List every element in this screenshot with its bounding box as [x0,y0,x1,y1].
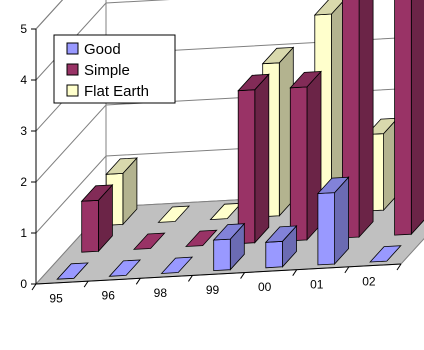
x-axis-ticks: 95 96 98 99 00 01 02 [31,263,402,306]
gridline [35,0,64,30]
bar-top [132,232,166,250]
x-tick-label: 02 [362,274,376,288]
bar-top [313,0,345,16]
bar-front [81,199,99,253]
bar-top [56,262,89,280]
bar [264,224,298,269]
x-tick-mark [396,263,402,271]
y-tick-label: 0 [20,277,27,291]
bar-side [410,0,424,236]
x-tick-label: 99 [206,283,220,297]
legend-swatch [66,84,79,97]
bar-front [213,238,231,272]
bar [108,259,142,277]
bar-top [160,256,194,274]
y-tick-label: 3 [20,124,27,138]
bar [212,222,246,272]
y-tick-label: 5 [20,22,27,36]
bar-top [316,176,350,194]
y-tick-label: 4 [20,73,27,87]
x-axis-line [35,263,402,285]
bars [56,0,424,280]
bar [160,256,194,274]
legend-swatch [66,42,79,55]
x-tick-mark [83,280,89,288]
bar [80,183,114,253]
x-tick-mark [292,269,298,276]
bar-top [105,157,138,175]
x-tick-mark [344,266,350,274]
bar-top [369,245,402,263]
bar-top [237,73,270,92]
bar-top [289,71,322,89]
bar [56,262,89,280]
bar [394,0,424,236]
x-tick-mark [31,283,37,291]
x-tick-mark [135,278,141,285]
bar [185,229,218,247]
bar-side [254,73,270,244]
bar-top [185,229,218,247]
bar-top [264,225,298,243]
bar-top [80,184,114,202]
bar-top [261,46,295,65]
x-tick-mark [240,272,245,279]
legend: Good Simple Flat Earth [53,34,176,104]
y-axis-ticks: 0 1 2 3 4 5 [20,22,37,291]
x-tick-label: 95 [49,292,63,306]
bar-front [237,89,256,245]
x-tick-label: 00 [258,280,272,294]
bar-front [289,86,308,242]
x-tick-mark [188,275,193,282]
y-tick-label: 1 [20,226,27,240]
legend-label: Simple [84,62,130,79]
bar [316,176,350,266]
x-tick-label: 98 [154,286,168,300]
x-tick-label: 01 [310,277,324,291]
legend-label: Flat Earth [84,83,149,100]
x-tick-label: 96 [102,289,116,303]
bar [369,245,402,263]
bar [237,73,270,245]
bar-front [265,240,283,269]
bar-top [108,259,142,277]
legend-swatch [66,63,79,76]
bar-front [394,0,412,236]
legend-label: Good [84,41,121,58]
bar [157,205,191,223]
bar [132,232,166,250]
y-tick-label: 2 [20,175,27,189]
bar [289,70,322,242]
bar-top [212,223,246,241]
bar-side [358,0,374,239]
bar-top [157,205,191,223]
bar-front [317,192,336,266]
